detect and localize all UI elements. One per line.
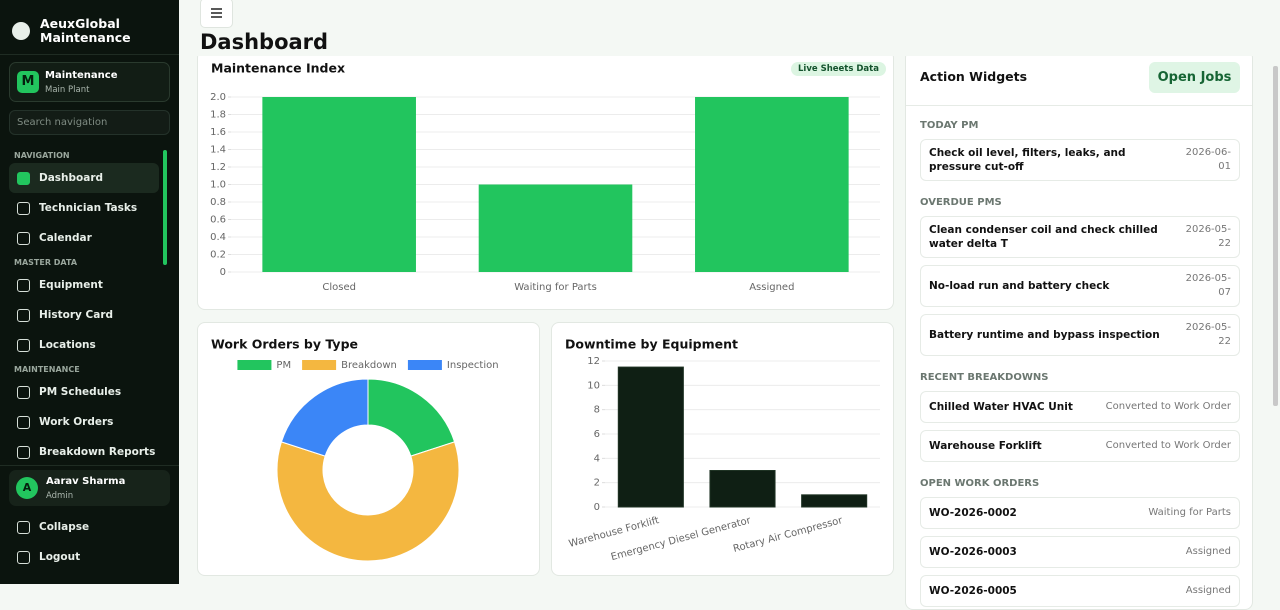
header: Dashboard (180, 0, 1280, 56)
nav-section-title: MAINTENANCE (14, 365, 80, 374)
nav-icon (17, 308, 30, 322)
footer-icon (17, 550, 30, 564)
widget-item-meta: 2026-06-01 (1185, 147, 1231, 172)
widget-section-title: RECENT BREAKDOWNS (920, 372, 1049, 383)
nav: NAVIGATION Dashboard Technician Tasks Calen… (0, 146, 179, 460)
divider (0, 465, 179, 466)
open-jobs-button[interactable]: Open Jobs (1149, 62, 1240, 93)
widget-item[interactable]: Check oil level, filters, leaks, and pre… (920, 139, 1240, 181)
footer-label: Collapse (39, 521, 90, 533)
chart-card (197, 50, 894, 310)
workspace-site: Main Plant (45, 85, 90, 95)
scrollbar (163, 150, 167, 265)
nav-item[interactable]: Locations (9, 330, 159, 360)
widget-section-title: OVERDUE PMS (920, 197, 1002, 208)
brand: AeuxGlobal Maintenance (40, 16, 131, 45)
nav-label: Work Orders (39, 416, 114, 428)
nav-item[interactable]: History Card (9, 300, 159, 330)
widget-item[interactable]: WO-2026-0005 Assigned (920, 575, 1240, 607)
widget-item[interactable]: Chilled Water HVAC Unit Converted to Work… (920, 391, 1240, 423)
widget-item-title: WO-2026-0003 (929, 546, 1017, 558)
widget-item[interactable]: Clean condenser coil and check chilled w… (920, 216, 1240, 258)
footer-label: Logout (39, 551, 81, 563)
nav-item[interactable]: Technician Tasks (9, 193, 159, 223)
nav-icon (17, 201, 30, 215)
workspace-name: Maintenance (45, 70, 118, 81)
divider (0, 54, 179, 55)
nav-item[interactable]: Breakdown Reports (9, 437, 159, 460)
widgets-title: Action Widgets (920, 69, 1028, 84)
nav-item[interactable]: PM Schedules (9, 377, 159, 407)
nav-icon (17, 385, 30, 399)
nav-item[interactable]: Dashboard (9, 163, 159, 193)
badge: Live Sheets Data (791, 62, 886, 76)
nav-icon (17, 231, 30, 245)
nav-item[interactable]: Equipment (9, 270, 159, 300)
chart-card (197, 322, 540, 576)
nav-icon (17, 338, 30, 352)
user-avatar: A (16, 477, 38, 499)
widget-item-meta: Converted to Work Order (1105, 440, 1231, 451)
widgets-card: Action Widgets Open Jobs TODAY PM Check o… (905, 50, 1253, 610)
nav-label: Dashboard (39, 172, 104, 184)
nav-label: Equipment (39, 279, 103, 291)
widget-item[interactable]: WO-2026-0003 Assigned (920, 536, 1240, 568)
nav-label: Technician Tasks (39, 202, 138, 214)
nav-icon (17, 445, 30, 459)
divider (906, 105, 1252, 106)
widget-item-meta: Assigned (1185, 546, 1231, 557)
workspace-card[interactable]: M Maintenance Main Plant (9, 62, 170, 102)
footer-item[interactable]: Collapse (9, 512, 159, 542)
nav-label: PM Schedules (39, 386, 122, 398)
widget-item[interactable]: Warehouse Forklift Converted to Work Orde… (920, 430, 1240, 462)
user-name: Aarav Sharma (46, 476, 126, 487)
nav-label: Locations (39, 339, 96, 351)
nav-label: Breakdown Reports (39, 446, 156, 458)
footer-item[interactable]: Logout (9, 542, 159, 572)
search-input[interactable]: Search navigation (9, 110, 170, 135)
widget-item-title: WO-2026-0005 (929, 585, 1017, 597)
widget-item-meta: Waiting for Parts (1148, 507, 1231, 518)
widget-section-title: TODAY PM (920, 120, 979, 131)
nav-section-title: MASTER DATA (14, 258, 78, 267)
page-title: Dashboard (200, 30, 329, 54)
nav-section-title: NAVIGATION (14, 151, 70, 160)
widget-item-meta: 2026-05-07 (1185, 273, 1231, 298)
nav-item[interactable]: Calendar (9, 223, 159, 253)
widget-item-title: No-load run and battery check (929, 280, 1110, 292)
widget-item-title: Check oil level, filters, leaks, and pre… (929, 147, 1126, 173)
widget-item-meta: 2026-05-22 (1185, 322, 1231, 347)
logo (12, 22, 30, 40)
user-role: Admin (46, 491, 74, 501)
widget-section-title: OPEN WORK ORDERS (920, 478, 1040, 489)
footer-icon (17, 520, 30, 534)
widget-item-meta: Converted to Work Order (1105, 401, 1231, 412)
nav-label: History Card (39, 309, 114, 321)
widget-item[interactable]: WO-2026-0002 Waiting for Parts (920, 497, 1240, 529)
nav-item[interactable]: Work Orders (9, 407, 159, 437)
workspace-avatar: M (17, 71, 39, 93)
nav-icon (17, 415, 30, 429)
widget-item-title: WO-2026-0002 (929, 507, 1017, 519)
nav-label: Calendar (39, 232, 92, 244)
sidebar-footer: Collapse Logout (0, 512, 179, 572)
widget-item-meta: 2026-05-22 (1185, 224, 1231, 249)
widget-item-title: Chilled Water HVAC Unit (929, 401, 1073, 413)
widget-item[interactable]: Battery runtime and bypass inspection 202… (920, 314, 1240, 356)
widget-item[interactable]: No-load run and battery check 2026-05-07 (920, 265, 1240, 307)
widget-item-title: Warehouse Forklift (929, 440, 1042, 452)
nav-icon (17, 278, 30, 292)
menu-icon (211, 8, 222, 18)
user-card[interactable]: A Aarav Sharma Admin (9, 470, 170, 506)
sidebar: AeuxGlobal Maintenance M Maintenance Mai… (0, 0, 179, 584)
widget-item-meta: Assigned (1185, 585, 1231, 596)
menu-button[interactable] (200, 0, 233, 28)
page-scrollbar (1273, 66, 1278, 406)
widget-item-title: Clean condenser coil and check chilled w… (929, 224, 1158, 250)
widgets-list: TODAY PM Check oil level, filters, leaks,… (920, 111, 1240, 609)
chart-card (551, 322, 894, 576)
nav-icon (17, 171, 30, 185)
widget-item-title: Battery runtime and bypass inspection (929, 329, 1160, 341)
